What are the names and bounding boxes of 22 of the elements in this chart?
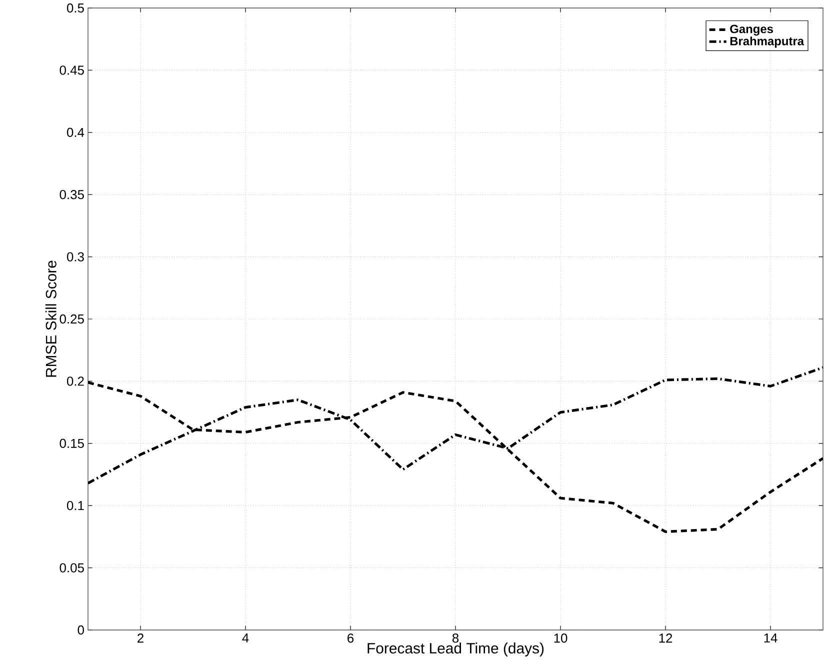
x-tick-label: 4 [242, 634, 249, 642]
y-tick-label: 0.2 [66, 376, 84, 386]
x-tick-label: 14 [764, 634, 778, 642]
y-tick-label: 0.3 [66, 252, 84, 262]
y-axis-title: RMSE Skill Score [45, 260, 56, 377]
x-tick-label: 10 [554, 634, 568, 643]
x-axis-title: Forecast Lead Time (days) [368, 642, 544, 656]
y-tick-label: 0.25 [60, 314, 84, 324]
y-tick-label: 0.4 [66, 128, 84, 137]
x-tick-label: 2 [138, 634, 144, 643]
x-tick-label: 8 [452, 634, 459, 643]
y-tick-label: 0.15 [60, 438, 84, 448]
y-tick-label: 0.35 [60, 190, 84, 200]
y-tick-label: 0 [78, 625, 84, 635]
x-tick-label: 6 [348, 634, 354, 643]
legend-label: Ganges [730, 24, 773, 36]
legend-label: Brahmaputra [730, 36, 804, 48]
y-tick-label: 0.45 [60, 66, 84, 75]
y-tick-label: 0.05 [60, 563, 84, 572]
x-tick-label: 12 [659, 634, 672, 643]
y-tick-label: 0.5 [66, 3, 84, 13]
y-tick-label: 0.1 [66, 501, 84, 510]
